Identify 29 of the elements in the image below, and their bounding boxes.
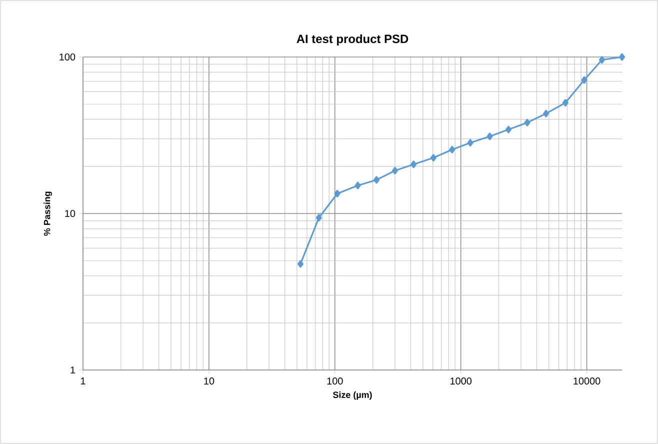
point [618,53,626,61]
x-tick-label: 1000 [450,378,472,385]
y-tick-label: 10 [65,210,76,218]
x-tick-label: 10 [204,378,214,385]
point [562,98,568,107]
point [449,146,456,154]
point [410,160,417,168]
point [505,126,512,134]
x-axis-title: Size (µm) [332,391,372,400]
y-tick-label: 1 [70,366,76,374]
point [373,176,380,184]
point [297,260,304,268]
x-tick-label: 1 [80,378,86,384]
point [581,76,588,84]
point [392,166,398,174]
chart-title: AI test product PSD [296,34,408,46]
point [486,132,493,140]
point [598,56,605,64]
x-tick-label: 10000 [574,378,600,385]
point [430,154,436,162]
point [316,214,322,222]
y-tick-label: 100 [60,53,76,61]
x-tick-label: 100 [327,378,343,385]
point [467,139,474,147]
point [334,190,340,198]
point [524,118,530,126]
y-axis-title: % Passing [44,192,52,236]
point [354,182,361,190]
point [543,110,550,118]
